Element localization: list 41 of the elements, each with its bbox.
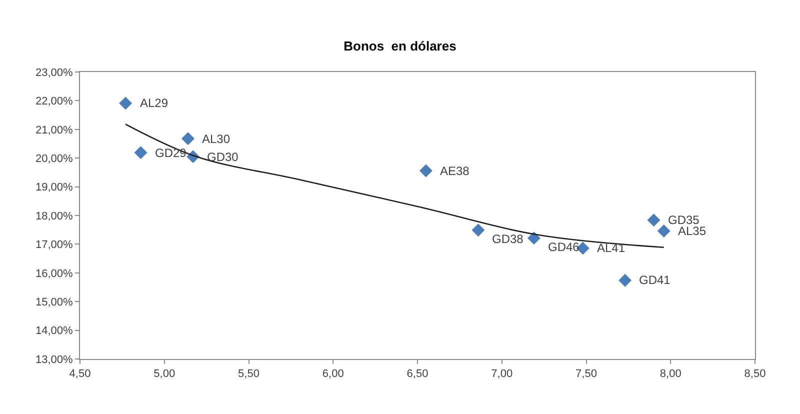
- y-tick-label: 20,00%: [35, 152, 74, 165]
- x-tick-label: 8,50: [744, 368, 766, 380]
- annotation: AL41: [597, 241, 626, 255]
- point: [657, 224, 670, 238]
- x-tick-label: 7,50: [576, 368, 597, 380]
- y-tick-label: 13,00%: [35, 354, 74, 366]
- point: [472, 224, 485, 237]
- point: [134, 146, 148, 160]
- x-tick-label: 5,50: [238, 368, 260, 380]
- x-tick-label: 4,50: [69, 368, 91, 380]
- point: [119, 96, 132, 110]
- annotation: GD29: [155, 146, 187, 160]
- x-tick-label: 6,50: [406, 368, 428, 380]
- x-tick-label: 5,00: [154, 368, 176, 380]
- x-tick-label: 8,00: [660, 368, 682, 380]
- x-tick-label: 7,00: [491, 368, 513, 380]
- y-tick-label: 22,00%: [35, 96, 74, 108]
- y-tick-label: 15,00%: [35, 296, 74, 308]
- annotation: AL29: [140, 96, 168, 110]
- annotation: GD38: [492, 232, 524, 246]
- y-tick-label: 17,00%: [35, 239, 74, 252]
- point: [182, 132, 194, 146]
- annotation: AL30: [202, 132, 230, 146]
- annotation: GD35: [668, 213, 700, 227]
- annotation: GD30: [207, 150, 239, 164]
- y-tick-label: 19,00%: [35, 182, 74, 194]
- annotation: GD41: [639, 273, 671, 287]
- annotation: GD46: [548, 240, 580, 254]
- chart-title: Bonos en dólares: [344, 38, 456, 54]
- point: [419, 164, 432, 178]
- y-tick-label: 21,00%: [35, 124, 74, 136]
- y-tick-label: 14,00%: [35, 325, 74, 338]
- point: [527, 232, 540, 245]
- x-tick-label: 6,00: [322, 368, 344, 380]
- annotation: AL35: [678, 224, 706, 238]
- annotation: AE38: [440, 164, 470, 178]
- point: [618, 274, 632, 287]
- y-tick-label: 18,00%: [35, 210, 74, 222]
- y-tick-label: 16,00%: [35, 268, 74, 280]
- point: [647, 214, 660, 227]
- y-tick-label: 23,00%: [35, 66, 74, 79]
